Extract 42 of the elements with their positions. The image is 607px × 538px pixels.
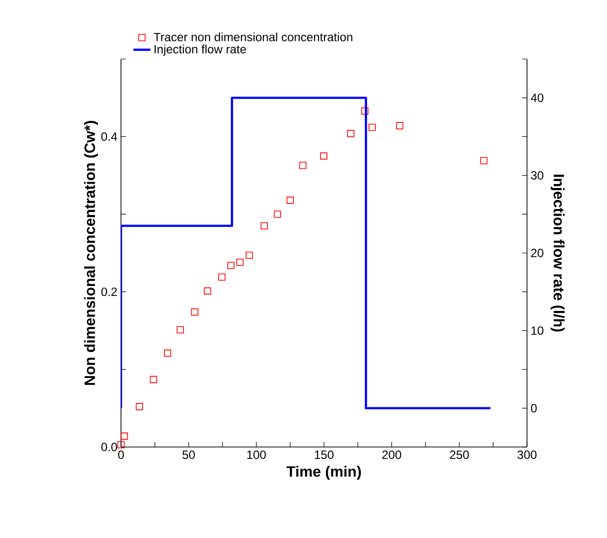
point [396, 122, 404, 130]
legend-label: Injection flow rate [154, 44, 246, 56]
y2-tick-label: 30 [530, 171, 544, 180]
y2-axis-title: Injection flow rate (l/h) [550, 174, 565, 332]
x-tick-label: 150 [314, 450, 334, 459]
point [480, 157, 488, 164]
point [368, 124, 376, 131]
point [274, 210, 282, 218]
x-tick-label: 0 [118, 450, 124, 459]
point [120, 432, 128, 440]
point [136, 403, 143, 410]
y2-tick-label: 20 [531, 248, 544, 258]
point [286, 196, 294, 204]
y-axis-title: Non dimensional concentration (Cw*) [84, 120, 98, 385]
point [227, 262, 234, 270]
point [150, 376, 158, 384]
y2-tick-label: 10 [531, 326, 544, 335]
x-tick-label: 250 [450, 450, 469, 459]
y-tick-label: 0.2 [101, 288, 117, 296]
point [117, 441, 125, 448]
y2-tick-label: 0 [530, 404, 537, 412]
point [260, 222, 268, 230]
x-axis-title: Time (min) [286, 466, 361, 480]
point [246, 252, 253, 259]
point [320, 152, 328, 160]
point [204, 287, 212, 295]
legend-label: Tracer non dimensional concentration [154, 32, 352, 42]
y-tick-label: 0.4 [101, 132, 118, 141]
x-tick-label: 300 [517, 450, 537, 459]
point [191, 308, 198, 316]
x-tick-label: 200 [382, 450, 402, 459]
point [236, 258, 244, 266]
x-tick-label: 100 [247, 450, 266, 459]
y-tick-label: 0.0 [101, 442, 118, 452]
point [361, 107, 368, 115]
x-tick-label: 50 [182, 450, 195, 459]
y2-tick-label: 40 [530, 94, 544, 102]
point [164, 350, 172, 357]
point [176, 326, 184, 334]
point [299, 162, 306, 169]
point [218, 273, 226, 281]
point [347, 130, 354, 138]
